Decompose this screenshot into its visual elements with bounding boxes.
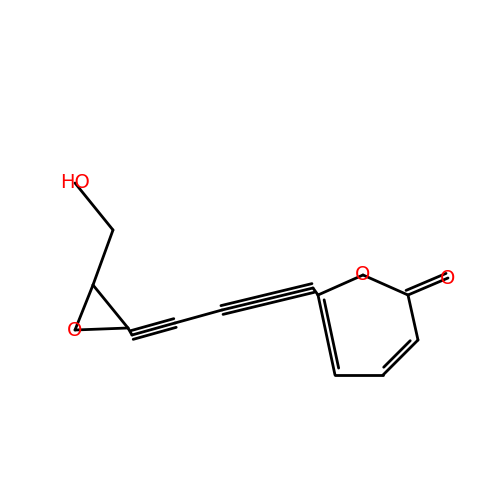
Text: O: O — [356, 266, 370, 284]
Text: O: O — [68, 320, 82, 340]
Text: HO: HO — [60, 174, 90, 193]
Text: O: O — [440, 268, 456, 287]
